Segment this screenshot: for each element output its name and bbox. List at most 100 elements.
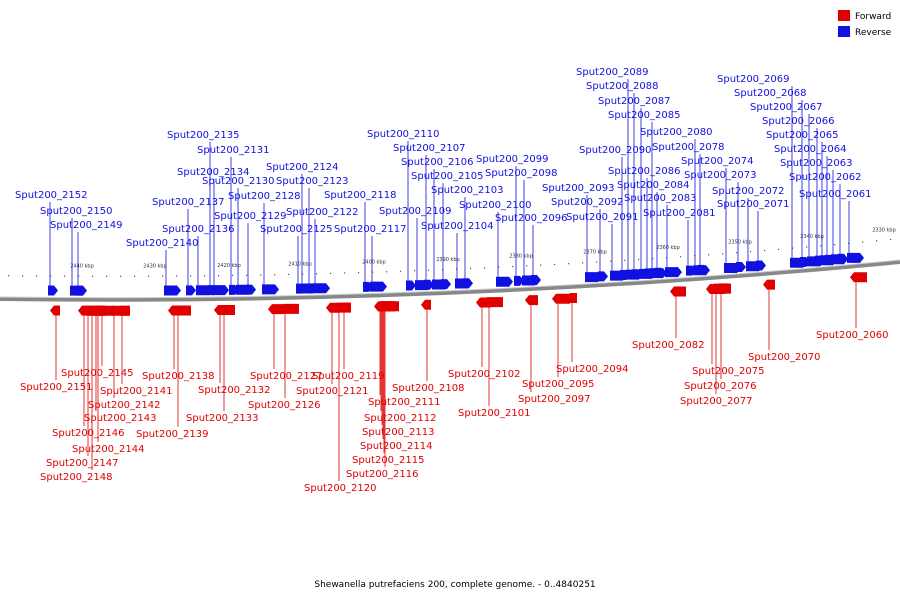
reverse-gene-Sput200_2092[interactable]: Sput200_2092: [551, 197, 624, 282]
forward-gene-arrow[interactable]: [483, 297, 503, 308]
reverse-gene-Sput200_2137[interactable]: Sput200_2137: [152, 197, 225, 296]
reverse-gene-arrow[interactable]: [736, 262, 746, 273]
reverse-gene-arrow[interactable]: [655, 267, 665, 278]
reverse-gene-arrow[interactable]: [496, 276, 513, 287]
forward-gene-label: Sput200_2126: [248, 400, 321, 411]
forward-gene-arrow[interactable]: [268, 304, 283, 315]
reverse-gene-arrow[interactable]: [212, 285, 229, 296]
reverse-gene-arrow[interactable]: [186, 285, 196, 296]
forward-gene-Sput200_2141[interactable]: Sput200_2141: [100, 305, 173, 397]
reverse-gene-Sput200_2136[interactable]: Sput200_2136: [162, 224, 235, 296]
reverse-gene-Sput200_2134[interactable]: Sput200_2134: [177, 167, 250, 296]
reverse-gene-Sput200_2140[interactable]: Sput200_2140: [126, 238, 199, 296]
forward-gene-arrow[interactable]: [50, 305, 60, 316]
forward-gene-arrow[interactable]: [168, 305, 180, 316]
forward-gene-arrow[interactable]: [338, 302, 349, 313]
reverse-gene-arrow[interactable]: [246, 284, 256, 295]
forward-gene-arrow[interactable]: [214, 305, 224, 316]
forward-gene-Sput200_2060[interactable]: Sput200_2060: [816, 272, 889, 341]
reverse-gene-Sput200_2117[interactable]: Sput200_2117: [334, 224, 407, 292]
scale-dot: [484, 267, 486, 269]
forward-gene-Sput200_2138[interactable]: Sput200_2138: [142, 305, 215, 382]
reverse-gene-arrow[interactable]: [463, 278, 473, 289]
forward-gene-arrow[interactable]: [706, 283, 725, 294]
forward-gene-arrow[interactable]: [279, 303, 299, 314]
reverse-gene-arrow[interactable]: [48, 285, 58, 296]
reverse-gene-Sput200_2125[interactable]: Sput200_2125: [260, 224, 333, 294]
reverse-gene-Sput200_2128[interactable]: Sput200_2128: [228, 191, 301, 295]
reverse-gene-arrow[interactable]: [698, 264, 708, 275]
reverse-gene-arrow[interactable]: [847, 252, 864, 263]
forward-gene-arrow[interactable]: [525, 295, 538, 306]
reverse-gene-Sput200_2103[interactable]: Sput200_2103: [431, 185, 504, 289]
reverse-gene-Sput200_2109[interactable]: Sput200_2109: [379, 206, 452, 291]
reverse-gene-Sput200_2093[interactable]: Sput200_2093: [542, 183, 615, 283]
forward-gene-Sput200_2101[interactable]: Sput200_2101: [458, 297, 531, 419]
reverse-gene-arrow[interactable]: [585, 272, 602, 283]
reverse-gene-Sput200_2149[interactable]: Sput200_2149: [50, 220, 123, 296]
reverse-gene-Sput200_2110[interactable]: Sput200_2110: [367, 129, 440, 291]
reverse-gene-arrow[interactable]: [313, 283, 330, 294]
reverse-gene-arrow[interactable]: [838, 253, 848, 264]
forward-gene-Sput200_2070[interactable]: Sput200_2070: [748, 279, 821, 363]
reverse-gene-arrow[interactable]: [424, 279, 434, 290]
forward-gene-Sput200_2121[interactable]: Sput200_2121: [296, 302, 369, 397]
reverse-gene-Sput200_2078[interactable]: Sput200_2078: [652, 142, 725, 275]
forward-gene-Sput200_2132[interactable]: Sput200_2132: [198, 305, 271, 396]
reverse-gene-Sput200_2122[interactable]: Sput200_2122: [286, 207, 359, 294]
scale-tick-label: 2330 kbp: [872, 228, 896, 234]
reverse-gene-Sput200_2062[interactable]: Sput200_2062: [789, 172, 862, 264]
reverse-gene-Sput200_2061[interactable]: Sput200_2061: [799, 189, 872, 263]
forward-gene-Sput200_2075[interactable]: Sput200_2075: [692, 283, 765, 377]
reverse-gene-Sput200_2083[interactable]: Sput200_2083: [624, 193, 697, 278]
reverse-gene-arrow[interactable]: [370, 281, 387, 292]
forward-gene-Sput200_2151[interactable]: Sput200_2151: [20, 305, 93, 393]
forward-gene-Sput200_2082[interactable]: Sput200_2082: [632, 286, 705, 351]
forward-gene-arrow[interactable]: [116, 305, 130, 316]
reverse-gene-Sput200_2100[interactable]: Sput200_2100: [459, 200, 532, 287]
forward-gene-Sput200_2126[interactable]: Sput200_2126: [248, 303, 321, 411]
reverse-gene-arrow[interactable]: [756, 260, 766, 271]
reverse-gene-arrow[interactable]: [262, 284, 279, 295]
forward-gene-Sput200_2094[interactable]: Sput200_2094: [556, 292, 629, 375]
forward-gene-Sput200_2143[interactable]: Sput200_2143: [84, 305, 157, 424]
forward-gene-arrow[interactable]: [374, 301, 391, 312]
forward-gene-arrow[interactable]: [566, 292, 577, 303]
reverse-gene-Sput200_2071[interactable]: Sput200_2071: [717, 199, 790, 271]
forward-gene-Sput200_2097[interactable]: Sput200_2097: [518, 295, 591, 405]
forward-gene-Sput200_2108[interactable]: Sput200_2108: [392, 299, 465, 394]
reverse-gene-Sput200_2104[interactable]: Sput200_2104: [421, 221, 494, 289]
reverse-gene-arrow[interactable]: [406, 280, 416, 291]
forward-gene-arrow[interactable]: [78, 305, 91, 316]
forward-gene-Sput200_2119[interactable]: Sput200_2119: [312, 302, 385, 382]
forward-gene-arrow[interactable]: [763, 279, 775, 290]
forward-gene-Sput200_2146[interactable]: Sput200_2146: [52, 305, 125, 439]
forward-gene-Sput200_2145[interactable]: Sput200_2145: [61, 305, 134, 379]
forward-gene-Sput200_2095[interactable]: Sput200_2095: [522, 293, 595, 390]
reverse-gene-arrow[interactable]: [514, 275, 524, 286]
reverse-gene-Sput200_2105[interactable]: Sput200_2105: [411, 171, 484, 290]
forward-gene-arrow[interactable]: [670, 286, 686, 297]
reverse-gene-arrow[interactable]: [598, 271, 608, 282]
reverse-gene-arrow[interactable]: [531, 275, 541, 286]
forward-gene-arrow[interactable]: [850, 272, 867, 283]
forward-gene-Sput200_2127[interactable]: Sput200_2127: [250, 304, 323, 382]
forward-gene-Sput200_2111[interactable]: Sput200_2111: [368, 301, 441, 408]
reverse-gene-arrow[interactable]: [164, 285, 181, 296]
reverse-gene-Sput200_2107[interactable]: Sput200_2107: [393, 143, 466, 290]
reverse-gene-arrow[interactable]: [76, 285, 86, 296]
reverse-gene-arrow[interactable]: [665, 267, 682, 278]
reverse-gene-label: Sput200_2131: [197, 145, 270, 156]
reverse-gene-Sput200_2099[interactable]: Sput200_2099: [476, 154, 549, 286]
forward-gene-Sput200_2102[interactable]: Sput200_2102: [448, 297, 521, 380]
reverse-gene-Sput200_2152[interactable]: Sput200_2152: [15, 190, 88, 296]
reverse-gene-label: Sput200_2066: [762, 116, 835, 127]
forward-gene-arrow[interactable]: [421, 299, 431, 310]
reverse-gene-arrow[interactable]: [441, 279, 451, 290]
reverse-gene-Sput200_2096[interactable]: Sput200_2096: [495, 213, 568, 286]
reverse-gene-Sput200_2073[interactable]: Sput200_2073: [684, 170, 757, 273]
forward-gene-arrow[interactable]: [90, 305, 106, 316]
reverse-gene-Sput200_2129[interactable]: Sput200_2129: [214, 211, 287, 295]
reverse-gene-Sput200_2084[interactable]: Sput200_2084: [617, 180, 690, 278]
forward-gene-arrow[interactable]: [552, 293, 570, 304]
